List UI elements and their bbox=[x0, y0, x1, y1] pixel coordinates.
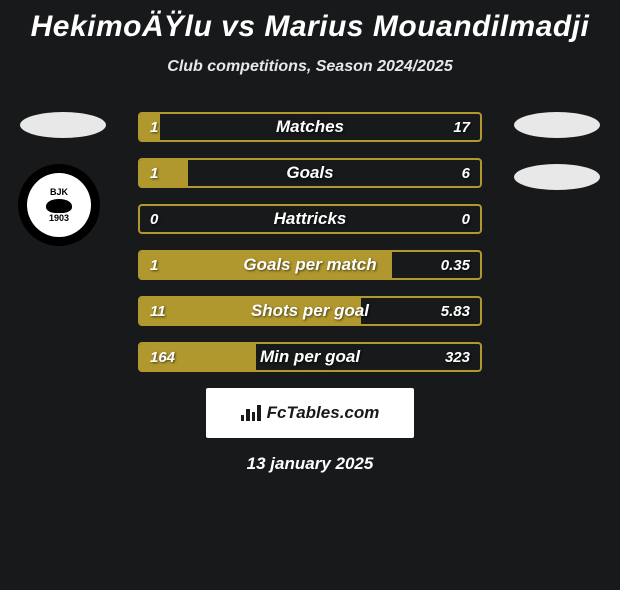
stat-bar: 11Shots per goal5.83 bbox=[138, 296, 482, 326]
subtitle: Club competitions, Season 2024/2025 bbox=[0, 58, 620, 76]
stat-bar: 0Hattricks0 bbox=[138, 204, 482, 234]
right-player-column bbox=[512, 112, 602, 190]
right-player-avatar-placeholder bbox=[514, 112, 600, 138]
stat-label: Hattricks bbox=[140, 206, 480, 232]
brand-text: FcTables.com bbox=[267, 403, 380, 423]
left-player-avatar-placeholder bbox=[20, 112, 106, 138]
stat-value-right: 17 bbox=[453, 114, 470, 140]
left-club-logo: BJK 1903 bbox=[18, 164, 100, 246]
stat-label: Shots per goal bbox=[140, 298, 480, 324]
club-logo-text: BJK bbox=[50, 188, 68, 197]
stat-label: Goals per match bbox=[140, 252, 480, 278]
comparison-content: BJK 1903 1Matches17 1Goals6 0Hattricks0 1Go… bbox=[0, 112, 620, 372]
stat-bar: 1Goals per match0.35 bbox=[138, 250, 482, 280]
right-club-logo-placeholder bbox=[514, 164, 600, 190]
stat-value-right: 323 bbox=[445, 344, 470, 370]
stat-value-right: 0 bbox=[462, 206, 470, 232]
club-logo-inner: BJK 1903 bbox=[27, 173, 91, 237]
stat-value-right: 6 bbox=[462, 160, 470, 186]
stat-label: Goals bbox=[140, 160, 480, 186]
stat-bar: 164Min per goal323 bbox=[138, 342, 482, 372]
stat-label: Min per goal bbox=[140, 344, 480, 370]
stat-bars-container: 1Matches17 1Goals6 0Hattricks0 1Goals per m… bbox=[138, 112, 482, 372]
club-logo-year: 1903 bbox=[49, 214, 69, 223]
footer-date: 13 january 2025 bbox=[0, 454, 620, 474]
page-title: HekimoÄŸlu vs Marius Mouandilmadji bbox=[0, 10, 620, 44]
club-logo-eagle-icon bbox=[46, 199, 72, 213]
brand-badge: FcTables.com bbox=[206, 388, 414, 438]
stat-bar: 1Matches17 bbox=[138, 112, 482, 142]
stat-value-right: 0.35 bbox=[441, 252, 470, 278]
brand-chart-icon bbox=[241, 405, 261, 421]
stat-bar: 1Goals6 bbox=[138, 158, 482, 188]
stat-label: Matches bbox=[140, 114, 480, 140]
stat-value-right: 5.83 bbox=[441, 298, 470, 324]
left-player-column: BJK 1903 bbox=[18, 112, 108, 246]
